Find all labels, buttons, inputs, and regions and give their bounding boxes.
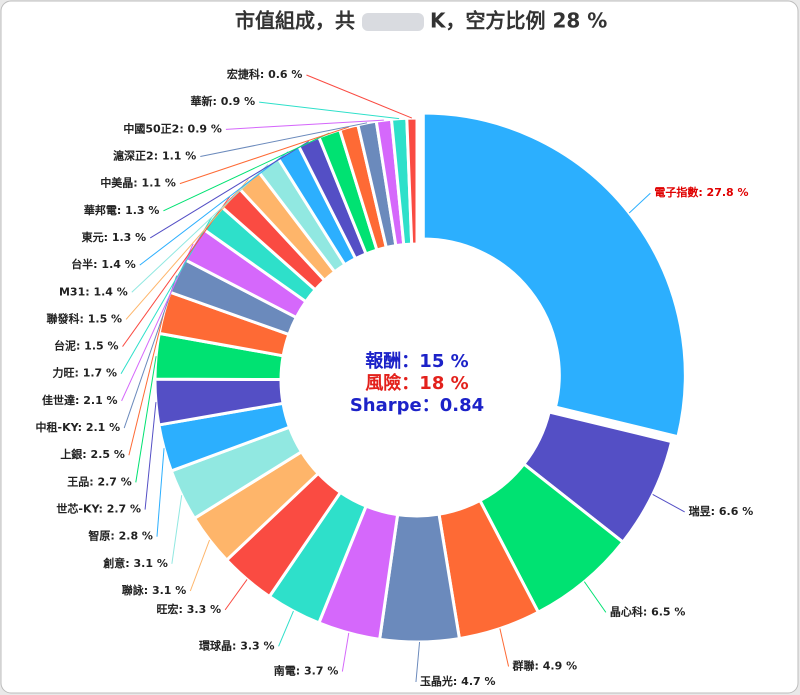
slice (405, 116, 419, 246)
center-annotation: 報酬：15 % (365, 350, 468, 372)
data-label: 東元: 1.3 % (82, 230, 147, 244)
connector (224, 579, 248, 611)
connector (306, 74, 413, 119)
connector (163, 132, 330, 212)
connector (171, 495, 183, 564)
center-annotation: 風險：18 % (365, 372, 468, 394)
connector (628, 192, 651, 214)
data-label: 中租-KY: 2.1 % (36, 420, 121, 434)
data-label: 王品: 2.7 % (67, 475, 132, 488)
data-label: 聯發科: 1.5 % (47, 311, 123, 325)
chart-title: K，空方比例 28 % (430, 9, 607, 33)
connector (144, 402, 157, 510)
data-label: 世芯-KY: 2.7 % (56, 502, 141, 516)
data-label: 宏捷科: 0.6 % (227, 67, 303, 81)
connector (652, 494, 685, 513)
connector (128, 312, 165, 456)
slice (421, 111, 687, 439)
connector (179, 126, 349, 185)
connector (189, 539, 210, 592)
data-label: 台半: 1.4 % (71, 257, 136, 271)
connector (341, 632, 350, 672)
data-label: 上銀: 2.5 % (60, 447, 125, 461)
data-label: 環球晶: 3.3 % (199, 638, 275, 652)
data-label: 旺宏: 3.3 % (157, 602, 222, 616)
connector (200, 122, 368, 157)
connector (156, 448, 165, 537)
connector (583, 581, 607, 613)
blurred-text (362, 13, 424, 31)
connector (499, 628, 510, 667)
data-label: 玉晶光: 4.7 % (420, 674, 496, 688)
connector (131, 164, 269, 293)
center-annotation: Sharpe：0.84 (350, 395, 484, 416)
connector (278, 610, 294, 647)
connector (225, 119, 384, 130)
data-label: 佳世達: 2.1 % (42, 393, 118, 407)
connector (259, 101, 400, 120)
data-label: 滬深正2: 1.1 % (113, 148, 196, 162)
data-label: 瑞昱: 6.6 % (689, 504, 754, 518)
data-label: 南電: 3.7 % (274, 664, 339, 678)
data-label: 電子指數: 27.8 % (654, 185, 748, 199)
connector (415, 641, 421, 683)
connector (135, 356, 157, 483)
connector (139, 151, 289, 266)
connector (149, 140, 309, 239)
data-label: 群聯: 4.9 % (512, 658, 578, 672)
data-label: 晶心科: 6.5 % (610, 604, 686, 618)
chart-title: 市值組成，共 (235, 9, 355, 33)
data-label: 中國50正2: 0.9 % (123, 121, 222, 135)
data-label: 智原: 2.8 % (88, 529, 153, 543)
data-label: 台泥: 1.5 % (54, 339, 119, 353)
data-label: 創意: 3.1 % (102, 556, 168, 570)
data-label: 力旺: 1.7 % (52, 366, 117, 380)
connector (123, 275, 178, 429)
data-label: M31: 1.4 % (59, 285, 128, 298)
data-label: 聯詠: 3.1 % (122, 583, 187, 597)
data-label: 中美晶: 1.1 % (100, 176, 176, 190)
data-label: 華新: 0.9 % (191, 94, 256, 108)
connector (125, 179, 249, 320)
data-label: 華邦電: 1.3 % (84, 203, 160, 217)
